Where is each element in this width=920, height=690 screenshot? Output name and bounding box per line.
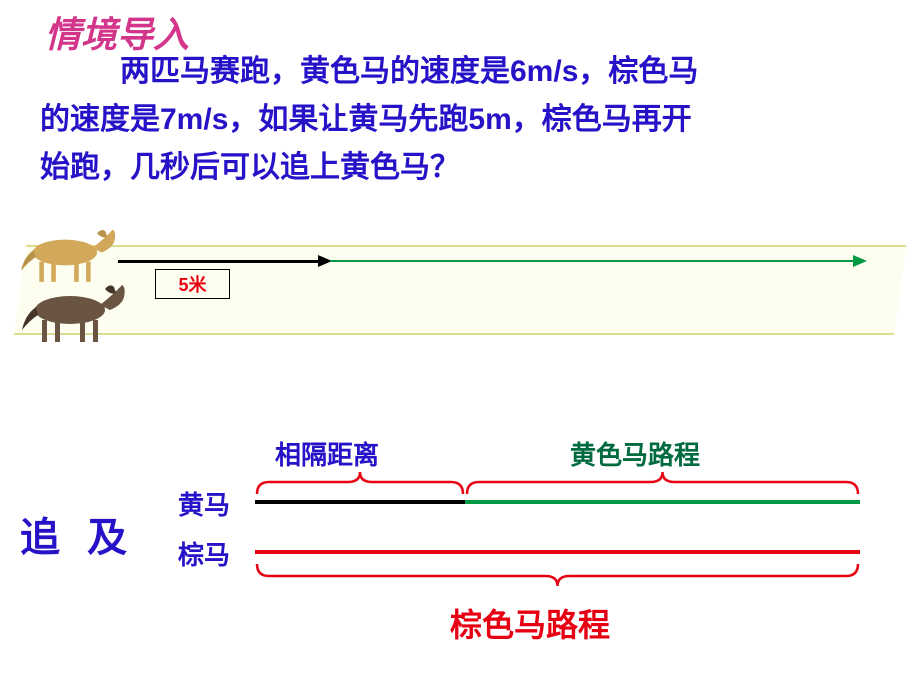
- yellow-segment-bar: [465, 500, 860, 504]
- black-arrow-line: [118, 260, 320, 263]
- green-arrow-head-icon: [853, 255, 867, 267]
- gap-segment-bar: [255, 500, 465, 504]
- headstart-box: 5米: [155, 269, 230, 299]
- yellow-distance-label: 黄色马路程: [570, 435, 700, 472]
- problem-line-3: 始跑，几秒后可以追上黄色马？: [40, 141, 460, 195]
- race-track: [14, 245, 907, 335]
- yellow-brace-icon: [465, 470, 860, 498]
- gap-distance-label: 相隔距离: [275, 435, 379, 472]
- brown-distance-label: 棕色马路程: [450, 600, 610, 646]
- brown-row-label: 棕马: [178, 535, 230, 572]
- concept-label: 追 及: [20, 505, 135, 563]
- brown-horse-icon: [10, 275, 130, 350]
- yellow-row-label: 黄马: [178, 485, 230, 522]
- gap-brace-icon: [255, 470, 465, 498]
- green-arrow-line: [330, 260, 855, 262]
- problem-line-1: 两匹马赛跑，黄色马的速度是6m/s，棕色马: [120, 45, 698, 99]
- headstart-label: 5米: [178, 271, 206, 297]
- problem-line-2: 的速度是7m/s，如果让黄马先跑5m，棕色马再开: [40, 93, 692, 147]
- brown-segment-bar: [255, 550, 860, 554]
- brown-brace-icon: [255, 560, 860, 588]
